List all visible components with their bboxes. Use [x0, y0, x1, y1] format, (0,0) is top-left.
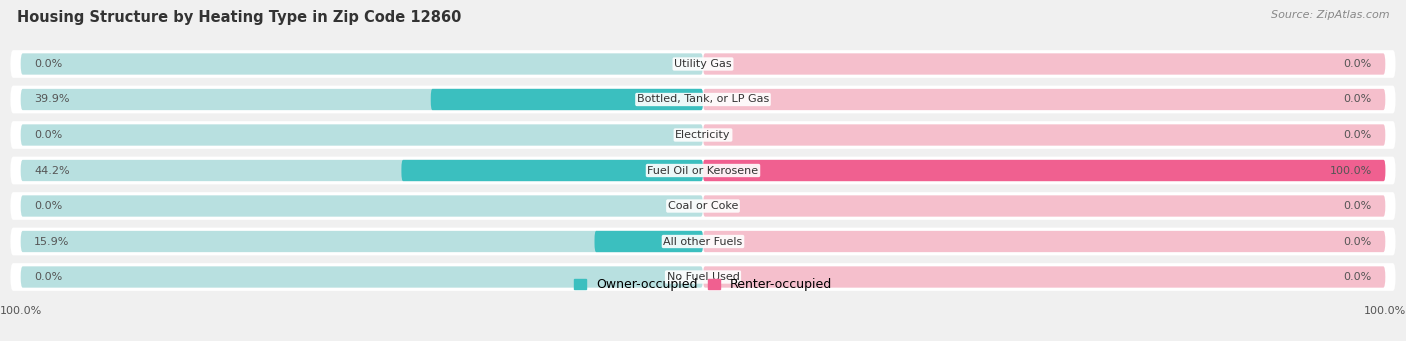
FancyBboxPatch shape — [10, 157, 1396, 184]
Text: Fuel Oil or Kerosene: Fuel Oil or Kerosene — [647, 165, 759, 176]
Text: Coal or Coke: Coal or Coke — [668, 201, 738, 211]
Text: Housing Structure by Heating Type in Zip Code 12860: Housing Structure by Heating Type in Zip… — [17, 10, 461, 25]
FancyBboxPatch shape — [10, 263, 1396, 291]
FancyBboxPatch shape — [703, 231, 1385, 252]
FancyBboxPatch shape — [21, 53, 703, 75]
FancyBboxPatch shape — [703, 53, 1385, 75]
FancyBboxPatch shape — [703, 160, 1385, 181]
FancyBboxPatch shape — [402, 160, 703, 181]
Text: Utility Gas: Utility Gas — [675, 59, 731, 69]
Text: All other Fuels: All other Fuels — [664, 237, 742, 247]
Text: 0.0%: 0.0% — [1343, 94, 1372, 104]
Text: Source: ZipAtlas.com: Source: ZipAtlas.com — [1271, 10, 1389, 20]
FancyBboxPatch shape — [21, 266, 703, 288]
FancyBboxPatch shape — [10, 192, 1396, 220]
FancyBboxPatch shape — [703, 124, 1385, 146]
Text: 0.0%: 0.0% — [34, 201, 63, 211]
Text: Electricity: Electricity — [675, 130, 731, 140]
Text: 0.0%: 0.0% — [34, 59, 63, 69]
FancyBboxPatch shape — [21, 160, 703, 181]
Text: 0.0%: 0.0% — [34, 130, 63, 140]
FancyBboxPatch shape — [703, 89, 1385, 110]
FancyBboxPatch shape — [21, 124, 703, 146]
FancyBboxPatch shape — [21, 89, 703, 110]
FancyBboxPatch shape — [10, 228, 1396, 255]
Text: 0.0%: 0.0% — [1343, 237, 1372, 247]
Text: 0.0%: 0.0% — [1343, 130, 1372, 140]
Text: 39.9%: 39.9% — [34, 94, 70, 104]
Legend: Owner-occupied, Renter-occupied: Owner-occupied, Renter-occupied — [568, 273, 838, 296]
FancyBboxPatch shape — [703, 160, 1385, 181]
FancyBboxPatch shape — [10, 50, 1396, 78]
FancyBboxPatch shape — [21, 231, 703, 252]
FancyBboxPatch shape — [21, 195, 703, 217]
Text: No Fuel Used: No Fuel Used — [666, 272, 740, 282]
FancyBboxPatch shape — [703, 195, 1385, 217]
Text: Bottled, Tank, or LP Gas: Bottled, Tank, or LP Gas — [637, 94, 769, 104]
FancyBboxPatch shape — [10, 121, 1396, 149]
Text: 15.9%: 15.9% — [34, 237, 70, 247]
Text: 0.0%: 0.0% — [34, 272, 63, 282]
Text: 100.0%: 100.0% — [1330, 165, 1372, 176]
Text: 0.0%: 0.0% — [1343, 272, 1372, 282]
FancyBboxPatch shape — [703, 266, 1385, 288]
FancyBboxPatch shape — [595, 231, 703, 252]
Text: 0.0%: 0.0% — [1343, 201, 1372, 211]
Text: 44.2%: 44.2% — [34, 165, 70, 176]
Text: 0.0%: 0.0% — [1343, 59, 1372, 69]
FancyBboxPatch shape — [430, 89, 703, 110]
FancyBboxPatch shape — [10, 86, 1396, 113]
